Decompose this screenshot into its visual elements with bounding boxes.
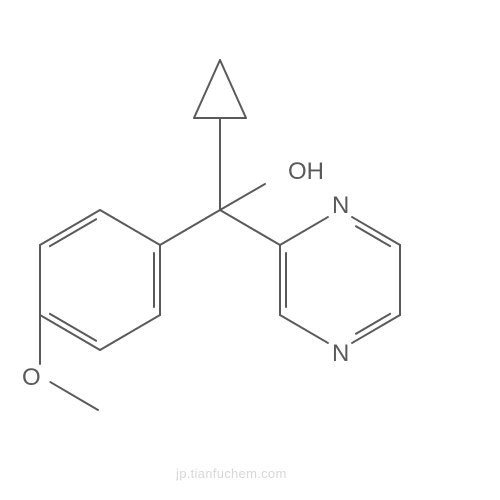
watermark-text: jp.tianfuchem.com — [176, 466, 287, 481]
label-oh: OH — [288, 158, 324, 186]
structure-canvas: OH O N N jp.tianfuchem.com — [0, 0, 500, 500]
label-n1: N — [332, 340, 349, 368]
label-o: O — [22, 364, 41, 392]
label-n2: N — [332, 192, 349, 220]
bond-layer — [0, 0, 500, 500]
